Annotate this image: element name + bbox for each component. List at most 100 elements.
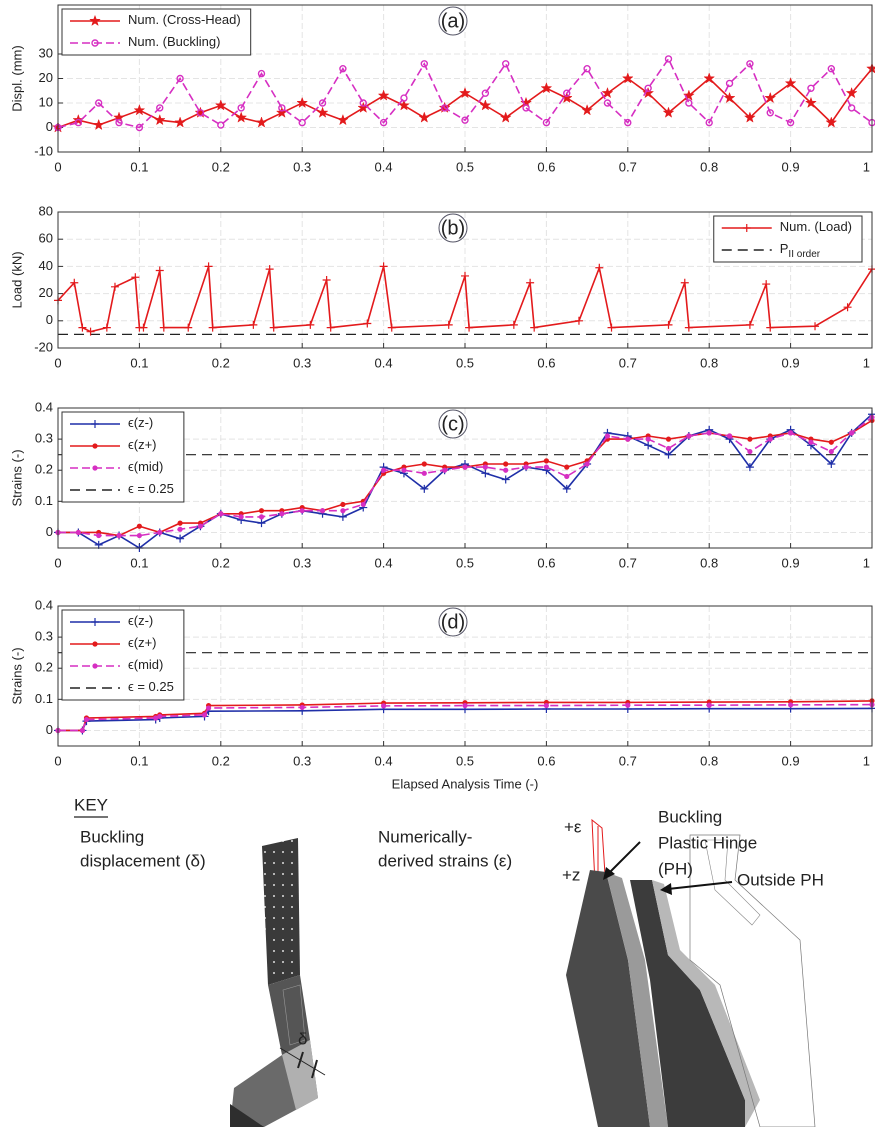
marker [259,514,264,519]
marker [422,461,427,466]
y-axis-label: Displ. (mm) [9,45,24,111]
x-tick-label: 0.5 [456,355,474,370]
legend-marker [92,443,97,448]
x-tick-label: 0.1 [130,555,148,570]
legend-label: ϵ(mid) [128,459,163,474]
x-tick-label: 0.8 [700,555,718,570]
x-tick-label: 0.1 [130,355,148,370]
marker [646,437,651,442]
y-tick-label: 0 [46,312,53,327]
marker [768,437,773,442]
x-tick-label: 0.4 [375,159,393,174]
legend-label: ϵ(z-) [128,613,153,628]
legend-label: ϵ(z+) [128,437,157,452]
x-tick-label: 0.3 [293,555,311,570]
x-tick-label: 0.5 [456,753,474,768]
y-tick-label: 0.2 [35,462,53,477]
legend-label-text: ϵ(mid) [128,459,163,474]
key-title: KEY [74,795,108,814]
x-tick-label: 0.9 [782,555,800,570]
marker [178,527,183,532]
key-caption: displacement (δ) [80,851,206,870]
legend-label-subscript: II order [788,249,820,260]
legend-label: Num. (Buckling) [128,34,220,49]
marker [564,465,569,470]
marker [157,530,162,535]
x-tick-label: 0.5 [456,159,474,174]
y-tick-label: -10 [34,143,53,158]
marker [259,508,264,513]
marker [747,449,752,454]
x-tick-label: 1 [863,355,870,370]
marker [202,712,207,717]
x-tick-label: 0.3 [293,753,311,768]
y-tick-label: 0.3 [35,629,53,644]
marker [80,728,85,733]
marker [239,514,244,519]
legend: Num. (Cross-Head) Num. (Buckling) [62,9,251,55]
marker [422,471,427,476]
marker [381,703,386,708]
x-tick-label: 0.7 [619,555,637,570]
marker [218,511,223,516]
marker [605,433,610,438]
legend-marker [92,641,97,646]
ph-label: Buckling [658,807,722,826]
marker [585,461,590,466]
legend-marker [92,663,97,668]
y-tick-label: 0.1 [35,493,53,508]
y-tick-label: 0 [46,119,53,134]
x-tick-label: 0.7 [619,355,637,370]
y-tick-label: -20 [34,339,53,354]
panel-label: (b) [441,217,465,239]
x-tick-label: 0 [54,555,61,570]
marker [340,508,345,513]
x-tick-label: 0.9 [782,753,800,768]
panel-label: (c) [441,413,464,435]
legend-label-text: ϵ(mid) [128,657,163,672]
y-tick-label: 0.3 [35,431,53,446]
marker [96,533,101,538]
x-axis-label: Elapsed Analysis Time (-) [392,776,539,791]
x-tick-label: 0.6 [537,555,555,570]
x-tick-label: 0.3 [293,355,311,370]
marker [76,530,81,535]
y-tick-label: 20 [39,285,53,300]
marker [442,468,447,473]
marker [564,474,569,479]
specimen-plate [262,838,300,985]
y-axis-label: Strains (-) [9,449,24,506]
legend-label-text: ϵ(z-) [128,613,153,628]
y-tick-label: 0.2 [35,660,53,675]
marker [625,437,630,442]
x-tick-label: 0.6 [537,753,555,768]
marker [544,458,549,463]
legend-label: Num. (Cross-Head) [128,12,241,27]
marker [503,468,508,473]
marker [84,717,89,722]
x-tick-label: 0.7 [619,159,637,174]
x-tick-label: 1 [863,753,870,768]
marker [544,465,549,470]
x-tick-label: 0.9 [782,159,800,174]
marker [178,521,183,526]
ph-label: Plastic Hinge [658,833,757,852]
marker [300,508,305,513]
legend-label: ϵ = 0.25 [128,481,174,496]
marker [300,705,305,710]
key-caption: Numerically- [378,827,472,846]
x-tick-label: 0.2 [212,555,230,570]
marker [361,502,366,507]
y-axis-label: Strains (-) [9,647,24,704]
legend-label: ϵ(z-) [128,415,153,430]
x-tick-label: 0.2 [212,355,230,370]
x-tick-label: 0.6 [537,159,555,174]
marker [340,502,345,507]
z-label: +z [562,865,580,884]
legend-label-text: P [780,241,789,256]
x-tick-label: 0.7 [619,753,637,768]
eps-label: +ε [564,817,582,836]
legend-label-text: ϵ = 0.25 [128,481,174,496]
y-tick-label: 80 [39,203,53,218]
